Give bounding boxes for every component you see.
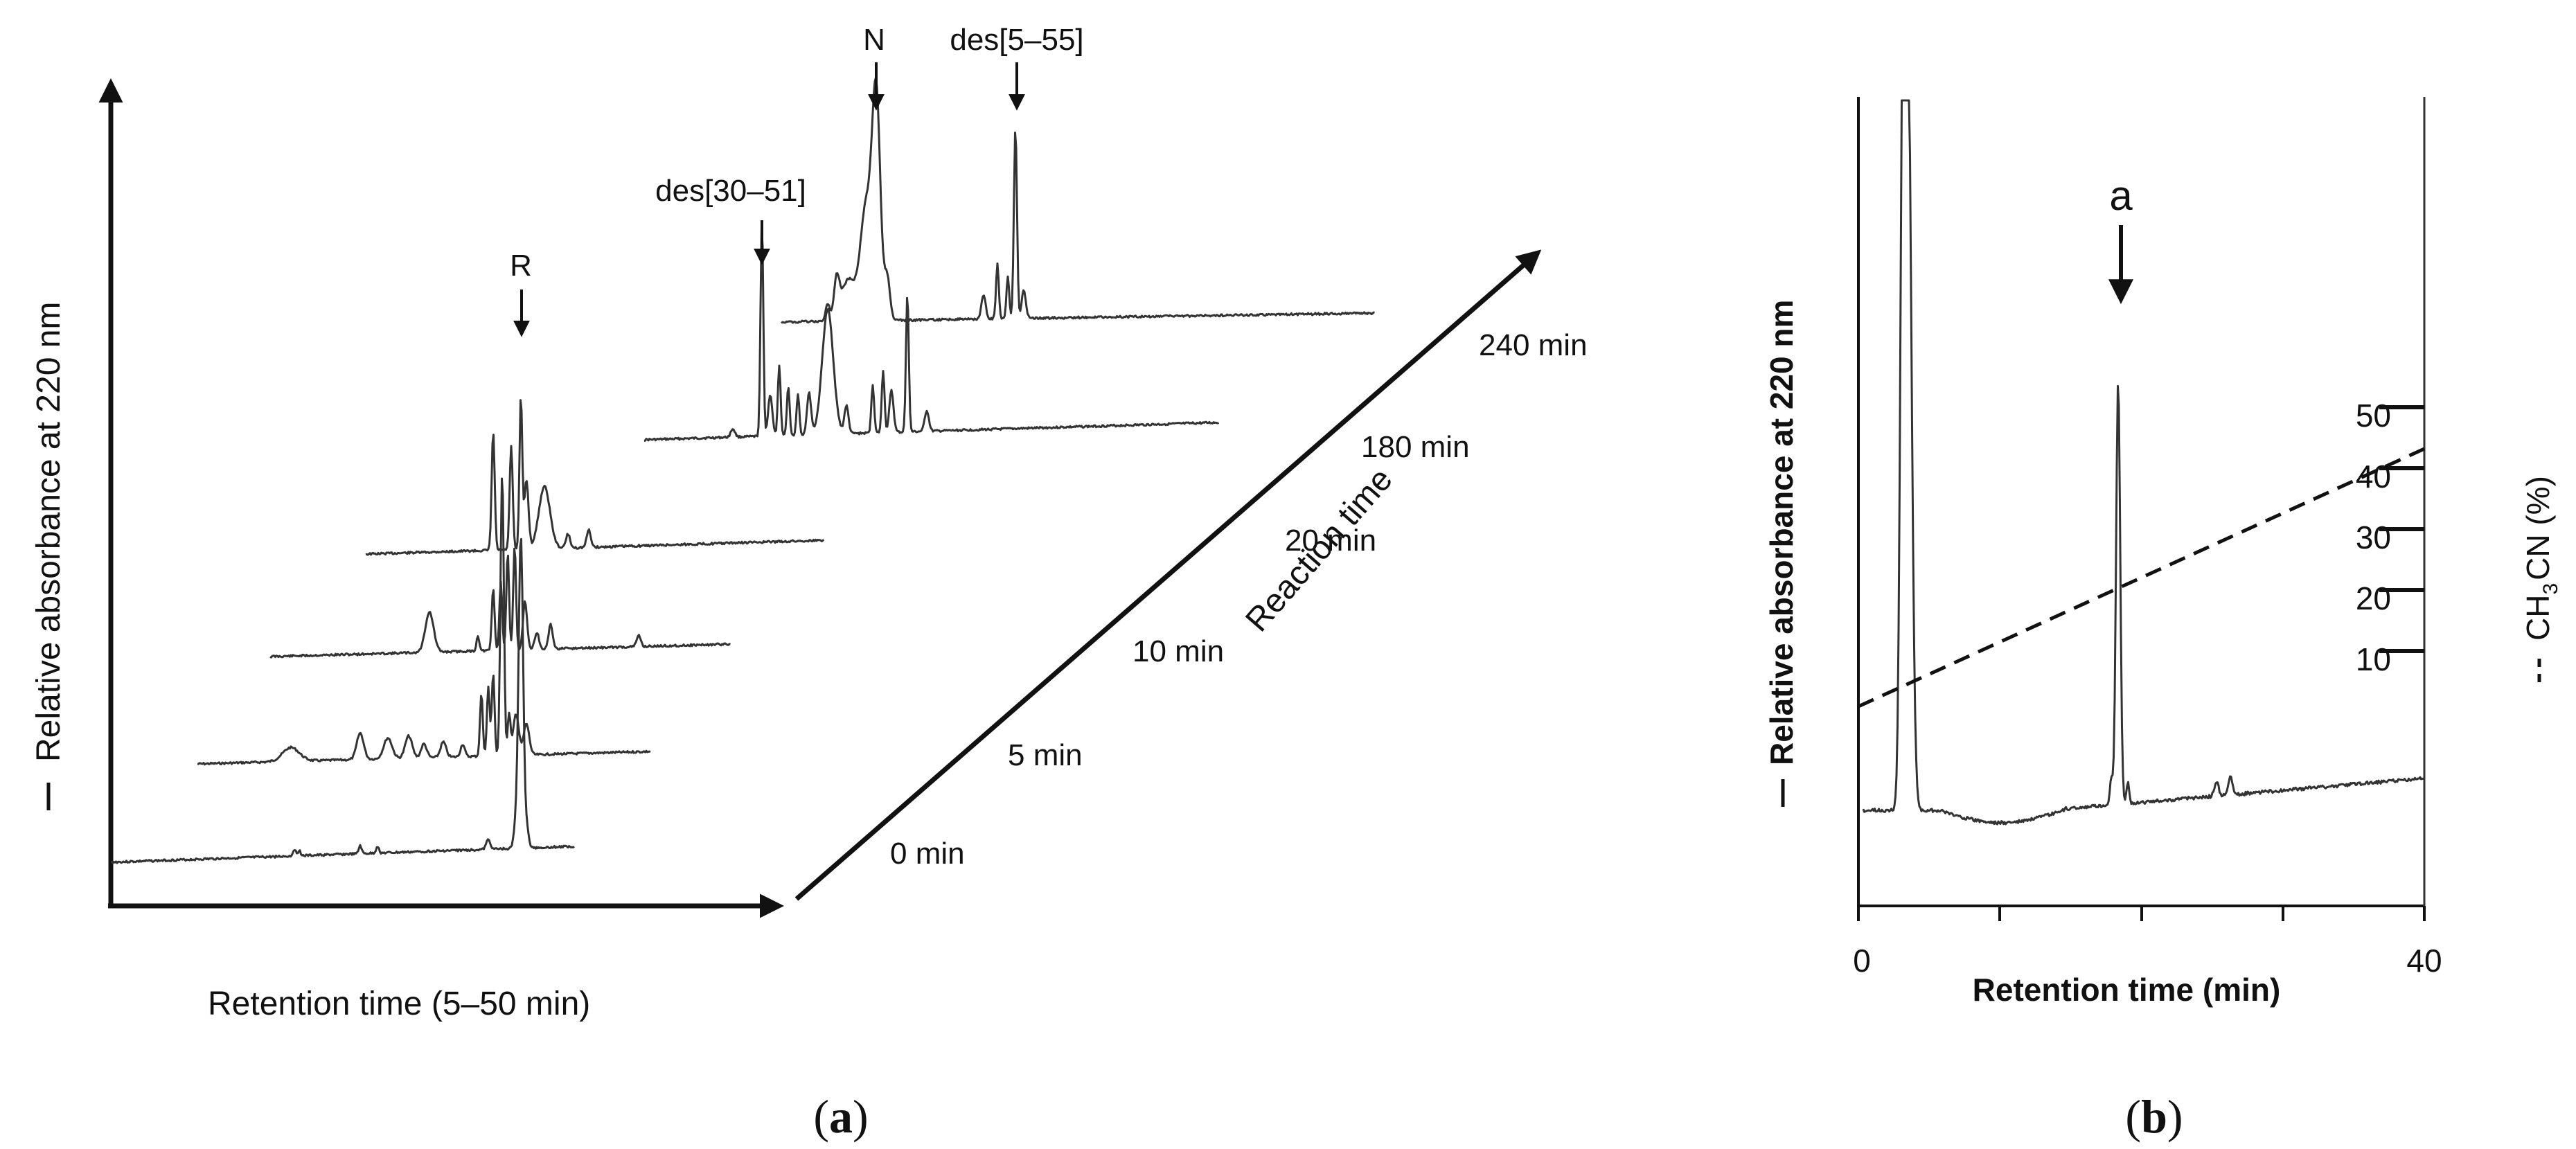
peak-label-des5-55: des[5–55]	[950, 23, 1083, 57]
panel-a-y-axis-label: Relative absorbance at 220 nm	[30, 302, 67, 762]
panel-b-y-axis-label-group: Relative absorbance at 220 nm	[1764, 300, 1800, 807]
trace-0min	[110, 537, 575, 864]
trace-180min	[644, 226, 1220, 442]
panel-a: Relative absorbance at 220 nm Retention …	[30, 23, 1588, 1143]
trace-label-20min: 20 min	[1285, 524, 1376, 558]
panel-a-x-axis-label: Retention time (5–50 min)	[208, 986, 590, 1022]
right-tick-label-40: 40	[2356, 458, 2391, 495]
panel-a-letter: (a)	[813, 1090, 868, 1143]
ch3cn-gradient-line	[1857, 447, 2426, 709]
panel-b-letter: (b)	[2125, 1090, 2183, 1143]
right-tick-label-50: 50	[2356, 398, 2391, 434]
trace-label-240min: 240 min	[1479, 328, 1588, 362]
right-tick-label-30: 30	[2356, 519, 2391, 555]
trace-label-5min: 5 min	[1008, 738, 1083, 772]
x-tick-label-40: 40	[2406, 943, 2442, 979]
panel-b-right-ticks	[2379, 405, 2424, 653]
peak-label-a: a	[2109, 172, 2133, 219]
panel-b-right-axis-label: CH3CN (%)	[2520, 476, 2562, 641]
panel-b-y-axis-label: Relative absorbance at 220 nm	[1764, 300, 1800, 765]
trace-10min	[269, 547, 731, 659]
trace-5min	[197, 477, 651, 766]
peak-label-des30-51: des[30–51]	[655, 174, 806, 208]
trace-label-180min: 180 min	[1361, 430, 1470, 464]
panel-a-depth-axis	[794, 249, 1542, 901]
right-tick-label-20: 20	[2356, 580, 2391, 616]
peak-label-n: N	[863, 23, 885, 57]
peak-label-r: R	[510, 249, 532, 283]
panel-b-right-axis-label-group: CH3CN (%)	[2520, 476, 2562, 682]
x-tick-label-0: 0	[1853, 943, 1871, 979]
trace-label-0min: 0 min	[890, 837, 965, 871]
panel-b: 0 40 Retention time (min) 10 20 30 40 50…	[1764, 97, 2562, 1143]
trace-240min	[781, 76, 1375, 324]
panel-b-x-axis-label: Retention time (min)	[1973, 972, 2281, 1008]
trace-20min	[365, 399, 825, 556]
panel-b-x-ticks	[1857, 906, 2426, 921]
right-tick-label-10: 10	[2356, 641, 2391, 677]
panel-a-y-axis-label-group: Relative absorbance at 220 nm	[30, 302, 67, 810]
trace-label-10min: 10 min	[1132, 634, 1224, 668]
absorbance-trace	[1862, 99, 2425, 826]
